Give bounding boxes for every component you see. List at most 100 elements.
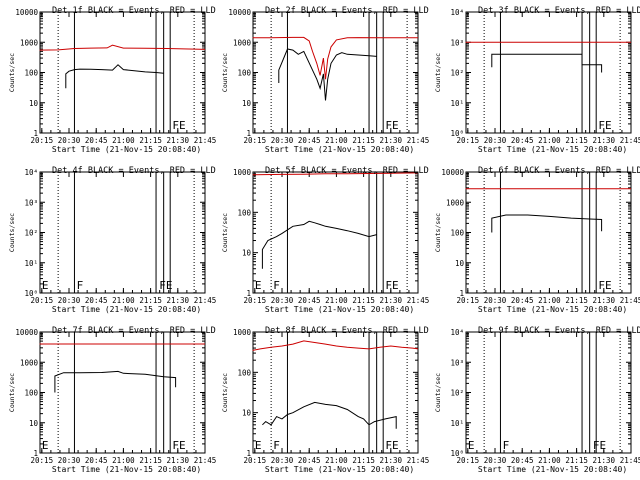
events-series-line xyxy=(491,53,603,73)
chart-title: Det 9f BLACK = Events, RED = LLD xyxy=(478,326,640,336)
x-axis-label: Start Time (21-Nov-15 20:08:40) xyxy=(52,305,201,314)
y-tick-label: 10 xyxy=(455,259,465,268)
y-tick-label: 1 xyxy=(33,129,38,138)
y-axis-label: Counts/sec xyxy=(221,373,229,412)
y-tick-label: 100 xyxy=(237,208,251,217)
y-tick-label: 10 xyxy=(242,409,252,418)
x-tick-label: 21:15 xyxy=(352,456,375,465)
attenuator-marker: E xyxy=(255,439,262,452)
chart-panel-4: 10⁰ 10¹ 10² 10³ 10⁴ 20:15 20:30 20:45 21:00 21:15… xyxy=(8,166,216,314)
events-series-line xyxy=(261,220,377,269)
y-tick-label: 100 xyxy=(237,368,251,377)
x-tick-label: 21:00 xyxy=(112,456,135,465)
y-tick-label: 1000 xyxy=(20,38,39,47)
plot-frame xyxy=(465,171,632,294)
x-axis-label: Start Time (21-Nov-15 20:08:40) xyxy=(478,465,627,474)
attenuator-marker: FE xyxy=(385,439,398,452)
x-tick-label: 20:30 xyxy=(271,136,294,145)
x-axis-label: Start Time (21-Nov-15 20:08:40) xyxy=(52,145,201,154)
attenuator-marker: FE xyxy=(598,119,611,132)
y-axis-label: Counts/sec xyxy=(434,213,442,252)
y-tick-label: 10⁰ xyxy=(450,129,464,138)
events-series-line xyxy=(491,214,603,233)
chart-panel-5: 1 10 100 1000 20:15 20:30 20:45 21:00 21:15 21:30… xyxy=(221,166,429,314)
x-tick-label: 21:45 xyxy=(194,456,217,465)
chart-title: Det 7f BLACK = Events, RED = LLD xyxy=(52,326,216,336)
y-axis-label: Counts/sec xyxy=(8,373,16,412)
chart-title: Det 6f BLACK = Events, RED = LLD xyxy=(478,166,640,176)
attenuator-marker: FE xyxy=(159,279,172,292)
x-tick-label: 20:15 xyxy=(31,136,54,145)
plot-frame xyxy=(465,11,632,134)
x-tick-label: 21:15 xyxy=(139,296,162,305)
attenuator-marker: E xyxy=(42,279,49,292)
y-tick-label: 10⁰ xyxy=(450,449,464,458)
y-tick-label: 1000 xyxy=(233,328,252,337)
y-tick-label: 1 xyxy=(459,289,464,298)
chart-panel-3: 10⁰ 10¹ 10² 10³ 10⁴ 20:15 20:30 20:45 21:00 21:15… xyxy=(434,6,640,154)
x-tick-label: 20:30 xyxy=(484,456,507,465)
x-tick-label: 20:30 xyxy=(271,456,294,465)
x-tick-label: 20:15 xyxy=(31,296,54,305)
plot-frame xyxy=(39,171,206,294)
x-tick-label: 20:45 xyxy=(511,456,534,465)
y-tick-label: 10⁴ xyxy=(450,328,464,337)
y-tick-label: 10⁴ xyxy=(450,8,464,17)
y-tick-label: 100 xyxy=(24,389,38,398)
y-axis-label: Counts/sec xyxy=(434,53,442,92)
x-tick-label: 21:15 xyxy=(352,136,375,145)
x-tick-label: 20:45 xyxy=(85,456,108,465)
y-tick-label: 10000 xyxy=(228,8,251,17)
y-tick-label: 100 xyxy=(237,69,251,78)
chart-panel-2: 1 10 100 1000 10000 20:15 20:30 20:45 21:00 21:15… xyxy=(221,6,429,154)
x-tick-label: 21:15 xyxy=(352,296,375,305)
x-tick-label: 21:45 xyxy=(194,136,217,145)
x-tick-label: 21:30 xyxy=(593,136,616,145)
y-axis-label: Counts/sec xyxy=(221,213,229,252)
x-tick-label: 21:45 xyxy=(620,296,640,305)
x-tick-label: 21:30 xyxy=(167,296,190,305)
x-tick-label: 20:30 xyxy=(484,136,507,145)
x-tick-label: 20:45 xyxy=(298,456,321,465)
y-tick-label: 100 xyxy=(450,229,464,238)
chart-title: Det 5f BLACK = Events, RED = LLD xyxy=(265,166,429,176)
y-tick-label: 10¹ xyxy=(24,259,38,268)
x-tick-label: 21:45 xyxy=(407,136,430,145)
y-tick-label: 1 xyxy=(246,129,251,138)
x-tick-label: 20:45 xyxy=(85,296,108,305)
y-tick-label: 10 xyxy=(29,99,39,108)
y-tick-label: 10¹ xyxy=(450,99,464,108)
attenuator-marker: F xyxy=(77,279,84,292)
y-tick-label: 10000 xyxy=(15,328,38,337)
x-tick-label: 21:45 xyxy=(620,136,640,145)
y-tick-label: 100 xyxy=(24,69,38,78)
x-tick-label: 21:45 xyxy=(407,296,430,305)
x-tick-label: 21:00 xyxy=(112,296,135,305)
y-tick-label: 10² xyxy=(450,69,464,78)
x-tick-label: 21:00 xyxy=(538,136,561,145)
attenuator-marker: FE xyxy=(172,119,185,132)
y-tick-label: 1 xyxy=(246,449,251,458)
events-series-line xyxy=(278,48,377,101)
x-tick-label: 20:15 xyxy=(457,456,480,465)
attenuator-marker: E xyxy=(42,439,49,452)
y-axis-label: Counts/sec xyxy=(8,213,16,252)
x-axis-label: Start Time (21-Nov-15 20:08:40) xyxy=(478,305,627,314)
x-tick-label: 20:30 xyxy=(58,136,81,145)
plot-frame xyxy=(39,11,206,134)
x-tick-label: 20:45 xyxy=(298,136,321,145)
y-axis-label: Counts/sec xyxy=(8,53,16,92)
y-tick-label: 10000 xyxy=(15,8,38,17)
y-tick-label: 10⁰ xyxy=(24,289,38,298)
lld-series-line xyxy=(252,36,418,80)
x-tick-label: 21:30 xyxy=(167,136,190,145)
y-tick-label: 10¹ xyxy=(450,419,464,428)
y-tick-label: 1000 xyxy=(446,198,465,207)
events-series-line xyxy=(262,401,397,429)
chart-title: Det 8f BLACK = Events, RED = LLD xyxy=(265,326,429,336)
x-tick-label: 21:30 xyxy=(593,456,616,465)
y-axis-label: Counts/sec xyxy=(221,53,229,92)
x-axis-label: Start Time (21-Nov-15 20:08:40) xyxy=(478,145,627,154)
x-tick-label: 21:15 xyxy=(565,456,588,465)
chart-title: Det 3f BLACK = Events, RED = LLD xyxy=(478,6,640,16)
